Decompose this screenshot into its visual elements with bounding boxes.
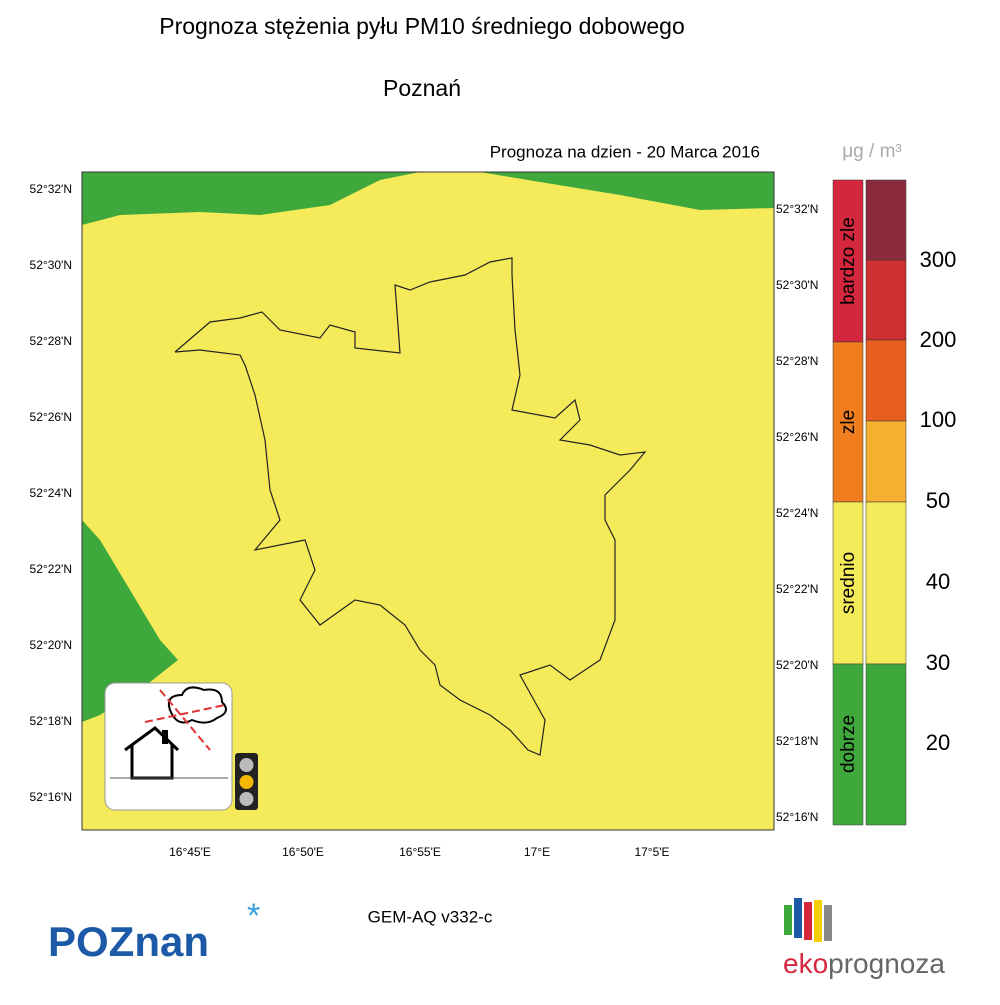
traffic-light [235,753,258,810]
lat-label-right: 52°32'N [776,202,818,216]
yellow-zone [82,172,774,830]
lon-label: 16°50'E [282,845,324,859]
lat-label-left: 52°16'N [30,790,72,804]
lon-label: 16°45'E [169,845,211,859]
lat-label-left: 52°30'N [30,258,72,272]
green-zone [82,520,178,722]
lat-label-right: 52°16'N [776,810,818,824]
lat-label-left: 52°32'N [30,182,72,196]
lat-label-right: 52°30'N [776,278,818,292]
lat-label-left: 52°26'N [30,410,72,424]
model-name: GEM-AQ v332-c [368,907,493,926]
legend-level: 100 [920,407,957,432]
icon [104,682,233,811]
logo-star: * [247,897,260,935]
city-boundary [174,257,647,756]
lon-label: 16°55'E [399,845,441,859]
lat-label-right: 52°22'N [776,582,818,596]
legend-level: 20 [926,730,950,755]
logo-right-bars [784,898,832,942]
lat-label-right: 52°24'N [776,506,818,520]
logo-right: ekoprognoza [783,948,945,979]
lat-label-right: 52°20'N [776,658,818,672]
lat-label-left: 52°24'N [30,486,72,500]
logo-right-b: prognoza [828,948,945,979]
lat-label-left: 52°22'N [30,562,72,576]
legend-category: bardzo zle [838,217,859,305]
legend-category: zle [838,410,859,434]
lon-label: 17°E [524,845,550,859]
lat-label-right: 52°28'N [776,354,818,368]
legend-level: 300 [920,247,957,272]
lat-label-left: 52°20'N [30,638,72,652]
title: Prognoza stężenia pyłu PM10 średniego do… [159,13,685,39]
legend-level: 50 [926,488,950,513]
unit: μg / m³ [842,141,902,162]
lat-label-left: 52°28'N [30,334,72,348]
lon-label: 17°5'E [634,845,669,859]
lat-label-left: 52°18'N [30,714,72,728]
legend-level: 40 [926,569,950,594]
map-area [81,171,775,831]
legend [832,179,907,826]
logo-left: POZnan [48,918,209,965]
lat-label-right: 52°18'N [776,734,818,748]
logo-right-a: eko [783,948,828,979]
city: Poznań [383,75,461,101]
legend-category: srednio [838,552,859,614]
forecast-date: Prognoza na dzien - 20 Marca 2016 [490,142,760,161]
map-frame [81,171,775,831]
lat-label-right: 52°26'N [776,430,818,444]
legend-level: 30 [926,650,950,675]
legend-category: dobrze [838,715,859,773]
legend-level: 200 [920,327,957,352]
